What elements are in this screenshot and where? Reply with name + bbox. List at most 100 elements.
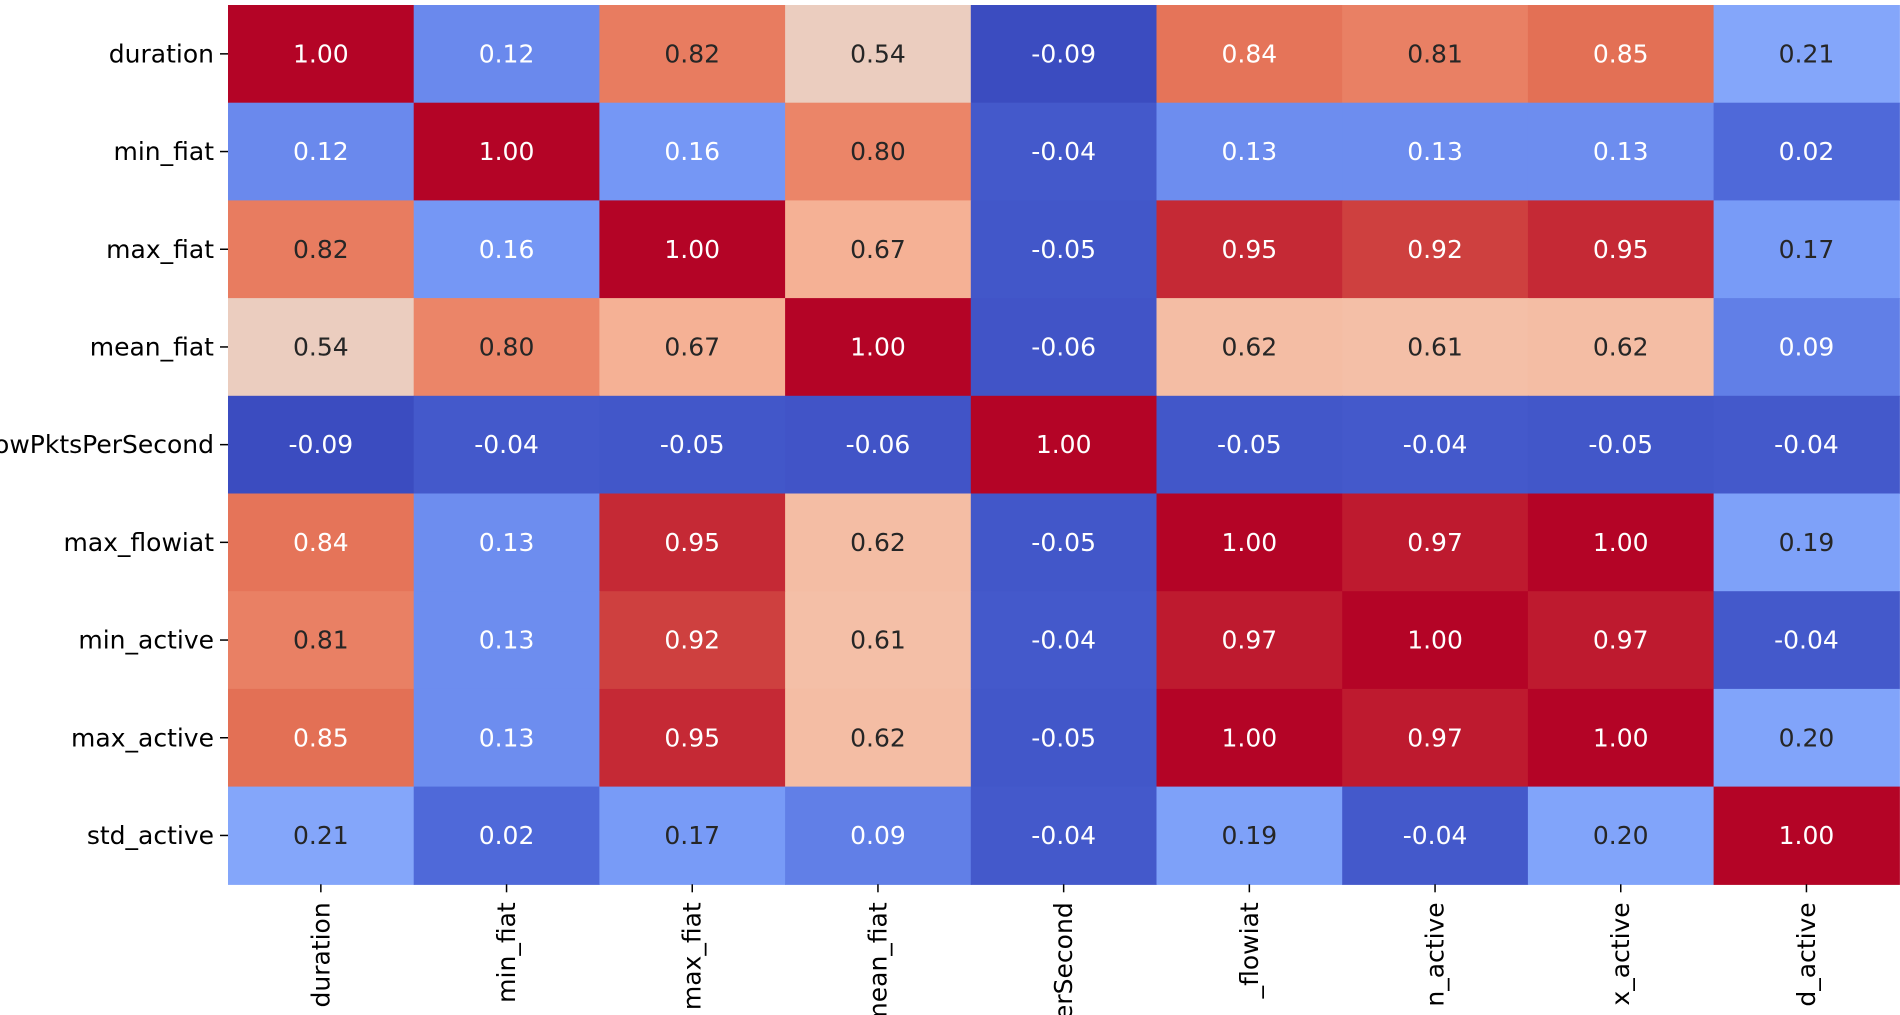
cell-value-label: 0.92: [1407, 235, 1463, 264]
heatmap-cell-r5-c4: [970, 493, 1158, 592]
cell-value-label: 0.13: [479, 723, 535, 752]
heatmap-cell-r2-c5: [1156, 200, 1343, 299]
cell-value-label: 0.13: [1407, 137, 1463, 166]
cell-value-label: 0.95: [664, 723, 720, 752]
cell-value-label: 0.21: [1779, 39, 1835, 68]
heatmap-cell-r6-c5: [1156, 591, 1343, 690]
cell-value-label: 0.95: [664, 528, 720, 557]
cell-value-label: 1.00: [479, 137, 535, 166]
heatmap-cell-r1-c3: [785, 102, 972, 201]
heatmap-cell-r7-c8: [1713, 688, 1900, 788]
row-axis: duration min_fiat max_fiat mean_fiat flowPkt…: [0, 39, 228, 850]
cell-value-label: -0.06: [1031, 332, 1096, 361]
heatmap-cell-r3-c2: [599, 298, 786, 397]
cell-value-label: 0.95: [1222, 235, 1278, 264]
cell-value-label: 0.20: [1779, 723, 1835, 752]
heatmap-cells: [228, 5, 1900, 885]
heatmap-cell-r2-c1: [413, 200, 600, 299]
heatmap-cell-r7-c6: [1342, 688, 1529, 788]
cell-value-label: -0.05: [1031, 723, 1096, 752]
cell-value-label: 0.09: [1779, 332, 1835, 361]
heatmap-cell-r0-c1: [413, 5, 600, 104]
heatmap-cell-r0-c6: [1342, 5, 1529, 104]
cell-value-label: -0.05: [1031, 235, 1096, 264]
cell-value-label: 0.16: [664, 137, 720, 166]
heatmap-cell-r2-c7: [1527, 200, 1715, 299]
heatmap-cell-r4-c8: [1713, 395, 1900, 495]
heatmap-cell-r4-c6: [1342, 395, 1529, 495]
heatmap-cell-r2-c2: [599, 200, 786, 299]
cell-value-label: 0.97: [1222, 626, 1278, 655]
heatmap-cell-r8-c2: [599, 786, 786, 885]
heatmap-cell-r5-c2: [599, 493, 786, 592]
cell-value-label: 0.80: [850, 137, 906, 166]
column-label-max-fiat: max_fiat: [678, 902, 707, 1010]
cell-value-label: 0.61: [850, 626, 906, 655]
cell-value-label: 1.00: [1593, 723, 1649, 752]
heatmap-cell-r3-c3: [785, 298, 972, 397]
heatmap-cell-r3-c8: [1713, 298, 1900, 397]
cell-value-label: 0.17: [664, 821, 720, 850]
heatmap-cell-r0-c7: [1527, 5, 1715, 104]
row-label-std-active: std_active: [87, 821, 214, 850]
cell-value-label: 0.12: [293, 137, 349, 166]
heatmap-cell-r1-c2: [599, 102, 786, 201]
cell-value-label: -0.05: [1588, 430, 1653, 459]
column-label--flowiat: _flowiat: [1235, 902, 1264, 999]
cell-value-label: 1.00: [1779, 821, 1835, 850]
heatmap-cell-r5-c8: [1713, 493, 1900, 592]
cell-value-label: 0.09: [850, 821, 906, 850]
heatmap-cell-r8-c6: [1342, 786, 1529, 885]
cell-value-label: 0.17: [1779, 235, 1835, 264]
heatmap-cell-r6-c4: [970, 591, 1158, 690]
heatmap-cell-r8-c4: [970, 786, 1158, 885]
heatmap-annotations: 1.00 0.12 0.82 0.54 -0.09 0.84 0.81 0.85 0.21 0.1…: [289, 39, 1839, 850]
cell-value-label: 0.85: [1593, 39, 1649, 68]
cell-value-label: 0.81: [293, 626, 349, 655]
heatmap-cell-r4-c7: [1527, 395, 1715, 495]
heatmap-cell-r0-c4: [970, 5, 1158, 104]
heatmap-cell-r6-c6: [1342, 591, 1529, 690]
row-label-duration: duration: [109, 39, 214, 68]
heatmap-cell-r6-c7: [1527, 591, 1715, 690]
cell-value-label: 0.13: [479, 626, 535, 655]
heatmap-cell-r8-c5: [1156, 786, 1343, 885]
cell-value-label: -0.05: [1031, 528, 1096, 557]
heatmap-cell-r1-c7: [1527, 102, 1715, 201]
cell-value-label: 0.92: [664, 626, 720, 655]
heatmap-cell-r3-c6: [1342, 298, 1529, 397]
cell-value-label: 0.67: [664, 332, 720, 361]
heatmap-cell-r5-c3: [785, 493, 972, 592]
heatmap-cell-r1-c1: [413, 102, 600, 201]
heatmap-cell-r2-c4: [970, 200, 1158, 299]
heatmap-cell-r2-c0: [228, 200, 415, 299]
cell-value-label: 1.00: [293, 39, 349, 68]
cell-value-label: 0.80: [479, 332, 535, 361]
cell-value-label: 0.13: [1593, 137, 1649, 166]
cell-value-label: 0.54: [850, 39, 906, 68]
row-label-max-active: max_active: [71, 723, 214, 752]
cell-value-label: 1.00: [850, 332, 906, 361]
heatmap-cell-r0-c0: [228, 5, 415, 104]
cell-value-label: -0.06: [846, 430, 911, 459]
heatmap-cell-r2-c3: [785, 200, 972, 299]
cell-value-label: 0.62: [1593, 332, 1649, 361]
cell-value-label: 0.19: [1779, 528, 1835, 557]
cell-value-label: 0.16: [479, 235, 535, 264]
cell-value-label: 0.61: [1407, 332, 1463, 361]
heatmap-cell-r8-c3: [785, 786, 972, 885]
cell-value-label: 0.84: [293, 528, 349, 557]
row-label-max-fiat: max_fiat: [106, 235, 214, 264]
column-label-min-fiat: min_fiat: [492, 902, 521, 1003]
row-label-min-fiat: min_fiat: [113, 137, 214, 166]
heatmap-cell-r7-c3: [785, 688, 972, 788]
cell-value-label: 0.12: [479, 39, 535, 68]
heatmap-cell-r7-c2: [599, 688, 786, 788]
heatmap-cell-r1-c5: [1156, 102, 1343, 201]
heatmap-cell-r8-c8: [1713, 786, 1900, 885]
cell-value-label: 1.00: [1593, 528, 1649, 557]
heatmap-cell-r8-c0: [228, 786, 415, 885]
heatmap-cell-r0-c5: [1156, 5, 1343, 104]
heatmap-cell-r6-c0: [228, 591, 415, 690]
heatmap-cell-r6-c8: [1713, 591, 1900, 690]
